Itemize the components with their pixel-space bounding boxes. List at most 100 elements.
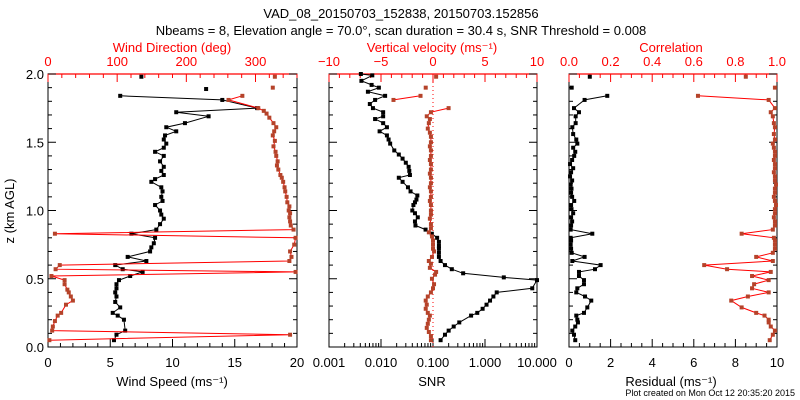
data-point <box>428 134 433 139</box>
data-point <box>575 317 580 322</box>
data-point <box>770 250 775 255</box>
data-point <box>569 238 574 243</box>
data-point <box>284 194 289 199</box>
top-tick-label: 300 <box>245 54 267 69</box>
data-point <box>772 85 777 90</box>
panel-1: 0.00.51.01.52.00 5 10 15 200 100 200 300 <box>26 54 304 370</box>
data-point <box>575 320 580 325</box>
x-tick-label: 0 <box>44 355 51 370</box>
data-point <box>285 200 290 205</box>
data-point <box>593 267 597 272</box>
data-point <box>114 332 119 337</box>
data-point <box>436 239 441 244</box>
data-point <box>425 310 430 315</box>
series-line <box>111 95 258 341</box>
data-point <box>369 82 374 87</box>
data-point <box>50 324 55 329</box>
data-point <box>771 157 776 162</box>
data-point <box>428 226 433 231</box>
data-point <box>182 121 187 126</box>
data-point <box>772 166 777 171</box>
data-point <box>436 250 441 255</box>
data-point <box>414 197 419 202</box>
data-point <box>427 216 432 221</box>
data-point <box>52 319 57 324</box>
data-point <box>743 74 748 79</box>
data-point <box>412 211 417 216</box>
x-tick-label: 4 <box>649 355 656 370</box>
data-point <box>768 110 773 115</box>
data-point <box>766 97 771 102</box>
series-vertical-velocity <box>391 74 451 343</box>
series-correlation <box>695 74 778 343</box>
data-point <box>428 203 433 208</box>
data-point <box>771 194 776 199</box>
data-point <box>272 74 277 79</box>
data-point <box>164 141 169 146</box>
data-point <box>446 328 451 333</box>
data-point <box>568 227 573 232</box>
data-point <box>771 215 776 220</box>
data-point <box>428 290 433 295</box>
data-point <box>282 185 287 190</box>
data-point <box>494 290 499 295</box>
data-point <box>572 153 577 158</box>
data-point <box>288 223 293 228</box>
data-point <box>287 204 292 209</box>
data-point <box>396 175 401 180</box>
data-point <box>772 242 777 247</box>
data-point <box>293 269 298 274</box>
data-point <box>114 286 119 291</box>
data-point <box>426 259 431 264</box>
top-tick-label: 0.4 <box>643 54 661 69</box>
data-point <box>762 313 767 318</box>
data-point <box>772 328 777 333</box>
data-point <box>569 170 574 175</box>
x-tick-label: 5 <box>107 355 114 370</box>
data-point <box>70 298 75 303</box>
data-point <box>491 294 496 299</box>
data-point <box>424 114 429 119</box>
data-point <box>264 111 269 116</box>
data-point <box>745 294 750 299</box>
data-point <box>771 132 776 137</box>
x-tick-label: 10 <box>165 355 179 370</box>
data-point <box>273 149 278 154</box>
data-point <box>428 208 433 213</box>
data-point <box>535 278 539 283</box>
x-tick-label: 1.000 <box>469 355 502 370</box>
data-point <box>569 250 574 255</box>
data-point <box>370 73 375 78</box>
data-point <box>161 137 166 142</box>
data-point <box>773 182 778 187</box>
data-point <box>432 282 437 287</box>
data-point <box>772 211 777 216</box>
panel2-x-axis-title: SNR <box>418 374 445 389</box>
top-tick-label: 0.2 <box>602 54 620 69</box>
data-point <box>581 282 586 287</box>
data-point <box>161 173 166 178</box>
data-point <box>123 328 128 333</box>
data-point <box>771 145 776 150</box>
data-point <box>159 194 164 199</box>
data-point <box>370 106 375 111</box>
data-point <box>770 114 775 119</box>
x-tick-label: 8 <box>732 355 739 370</box>
data-point <box>384 133 389 138</box>
data-point <box>754 310 759 315</box>
top-tick-label: 5 <box>481 54 488 69</box>
data-point <box>49 274 54 279</box>
data-point <box>428 181 433 186</box>
data-point <box>772 137 777 142</box>
data-point <box>55 313 60 318</box>
top-tick-label: 0.8 <box>726 54 744 69</box>
data-point <box>118 305 123 310</box>
data-point <box>605 93 610 98</box>
data-point <box>435 235 440 240</box>
plot-created-footer: Plot created on Mon Oct 12 20:35:20 2015 <box>625 388 795 398</box>
data-point <box>283 189 288 194</box>
data-point <box>429 234 434 239</box>
data-point <box>428 175 433 180</box>
data-point <box>423 306 428 311</box>
data-point <box>388 141 393 146</box>
